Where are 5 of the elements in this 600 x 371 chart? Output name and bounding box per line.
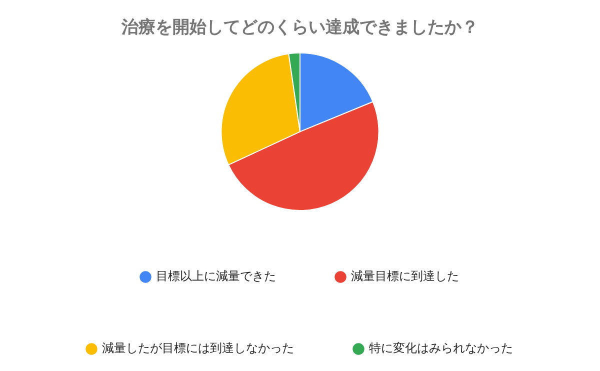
legend-label: 特に変化はみられなかった: [369, 341, 513, 356]
legend-label: 減量したが目標には到達しなかった: [102, 341, 294, 356]
legend-label: 減量目標に到達した: [351, 269, 459, 284]
chart-title: 治療を開始してどのくらい達成できましたか？: [120, 18, 478, 38]
legend-label: 目標以上に減量できた: [156, 269, 276, 284]
